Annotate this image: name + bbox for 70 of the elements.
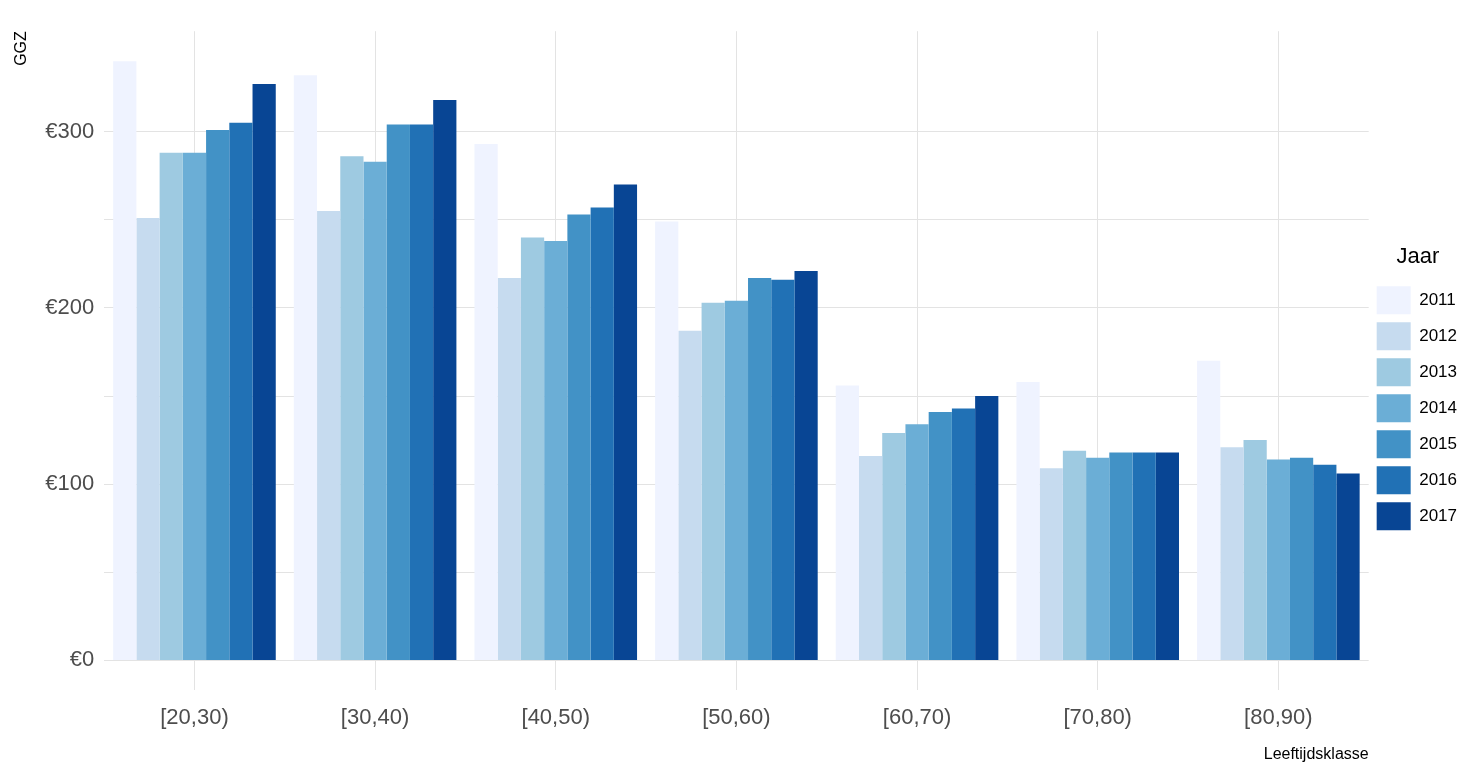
bar bbox=[1086, 457, 1110, 660]
bar bbox=[229, 122, 253, 660]
bar bbox=[613, 184, 638, 660]
bar bbox=[1243, 440, 1267, 660]
bar bbox=[520, 237, 545, 660]
y-tick-label: €100 bbox=[45, 470, 95, 496]
y-axis-title: GGZ bbox=[12, 30, 30, 66]
bar bbox=[1336, 473, 1360, 660]
bar bbox=[136, 218, 160, 660]
bar bbox=[794, 270, 818, 660]
bar bbox=[340, 156, 364, 660]
bar bbox=[771, 279, 795, 660]
bar bbox=[409, 124, 434, 660]
bar bbox=[206, 129, 230, 660]
bar bbox=[905, 424, 929, 660]
bar bbox=[678, 330, 702, 660]
legend-label: 2014 bbox=[1419, 397, 1458, 417]
legend-label: 2012 bbox=[1419, 325, 1458, 345]
bar bbox=[1266, 459, 1290, 660]
legend-label: 2015 bbox=[1419, 433, 1458, 453]
bar bbox=[433, 99, 457, 660]
x-tick-label: [60,70) bbox=[882, 703, 952, 729]
bar bbox=[701, 302, 725, 660]
legend-label: 2011 bbox=[1419, 289, 1456, 309]
bar bbox=[1132, 452, 1156, 660]
bar bbox=[1062, 450, 1087, 660]
legend-label: 2016 bbox=[1419, 469, 1458, 489]
bar bbox=[975, 396, 999, 660]
x-axis-title: Leeftijdsklasse bbox=[1263, 744, 1369, 762]
x-tick-label: [40,50) bbox=[521, 703, 591, 729]
bar bbox=[567, 214, 591, 660]
bar bbox=[497, 277, 521, 660]
x-tick-label: [50,60) bbox=[702, 703, 771, 729]
bar bbox=[748, 277, 772, 660]
bar bbox=[951, 408, 976, 660]
x-tick-label: [80,90) bbox=[1244, 703, 1313, 729]
x-tick-label: [70,80) bbox=[1063, 703, 1132, 729]
bar bbox=[1289, 457, 1314, 660]
bar bbox=[317, 210, 341, 660]
bar bbox=[182, 152, 207, 660]
x-tick-label: [20,30) bbox=[160, 703, 229, 729]
legend-title: Jaar bbox=[1396, 242, 1440, 268]
bar bbox=[1109, 452, 1133, 660]
bar bbox=[252, 84, 276, 660]
y-tick-label: €200 bbox=[45, 293, 95, 319]
bar bbox=[474, 144, 498, 660]
x-tick-label: [30,40) bbox=[340, 703, 410, 729]
bar bbox=[1313, 464, 1337, 660]
bar bbox=[835, 385, 859, 660]
bar bbox=[1016, 381, 1040, 660]
bar bbox=[928, 411, 952, 660]
bar bbox=[1155, 452, 1179, 660]
bar bbox=[363, 161, 387, 660]
bar bbox=[859, 455, 883, 660]
bar bbox=[386, 124, 410, 660]
bar bbox=[1039, 468, 1063, 660]
legend-label: 2017 bbox=[1419, 505, 1458, 525]
bar bbox=[113, 61, 137, 660]
y-tick-label: €0 bbox=[69, 646, 95, 672]
bar bbox=[1197, 360, 1221, 660]
bar bbox=[590, 207, 614, 660]
legend-label: 2013 bbox=[1419, 361, 1458, 381]
y-tick-label: €300 bbox=[45, 117, 95, 143]
bar bbox=[293, 75, 318, 660]
bar bbox=[1220, 447, 1244, 660]
bar bbox=[544, 240, 568, 660]
bar bbox=[655, 221, 679, 660]
bar bbox=[882, 433, 906, 660]
bar bbox=[724, 300, 749, 660]
bar bbox=[159, 152, 183, 660]
